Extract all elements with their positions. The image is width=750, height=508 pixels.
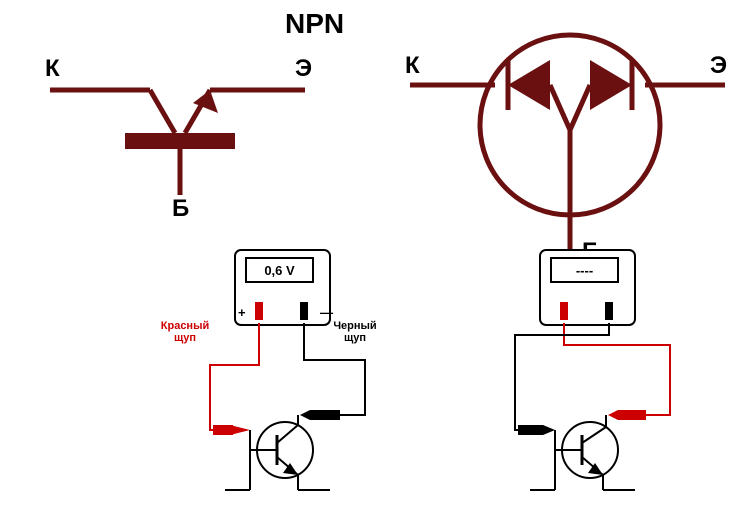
test-circuit-right bbox=[460, 245, 750, 505]
meter-display-left: 0,6 V bbox=[245, 257, 314, 283]
plus-sign-left: + bbox=[238, 305, 246, 320]
label-e-right: Э bbox=[710, 52, 727, 80]
label-k-right: К bbox=[405, 52, 420, 80]
label-b-left: Б bbox=[172, 195, 189, 223]
black-probe-label: Черный щуп bbox=[325, 320, 385, 344]
label-e-left: Э bbox=[295, 55, 312, 83]
npn-symbol-right bbox=[400, 25, 730, 255]
page-title: NPN bbox=[285, 8, 344, 40]
label-k-left: К bbox=[45, 55, 60, 83]
npn-symbol-left bbox=[40, 45, 320, 215]
test-circuit-left bbox=[155, 245, 445, 505]
minus-sign-left: — bbox=[320, 305, 333, 320]
meter-display-right: ---- bbox=[550, 257, 619, 283]
red-probe-label: Красный щуп bbox=[155, 320, 215, 344]
